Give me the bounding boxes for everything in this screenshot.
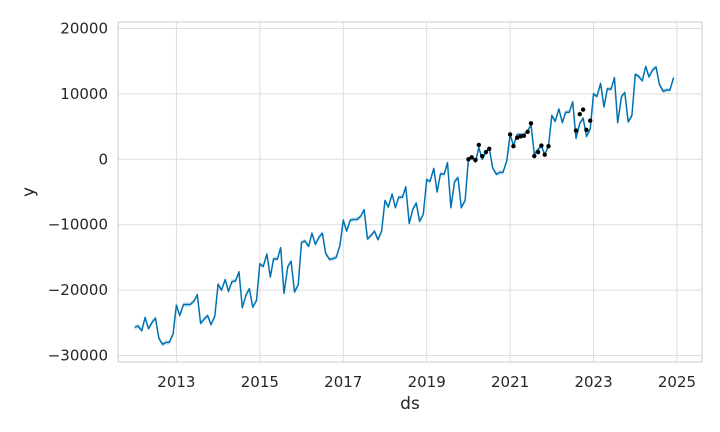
- x-gridlines: [175, 22, 678, 362]
- x-tick-label: 2023: [574, 373, 612, 391]
- observed-point: [580, 107, 586, 112]
- observed-point: [535, 149, 541, 155]
- observed-point: [473, 157, 478, 163]
- x-tick-label: 2021: [491, 373, 529, 391]
- y-tick-label: 10000: [60, 85, 108, 103]
- observed-point: [518, 134, 523, 139]
- x-tick-label: 2013: [157, 373, 195, 391]
- plot-frame: [117, 21, 703, 363]
- y-tick-labels: −30000 −20000 −10000 0 10000 20000: [48, 20, 108, 365]
- observed-point: [588, 118, 593, 123]
- observed-point: [521, 133, 527, 138]
- observed-point: [584, 127, 589, 133]
- observed-points: [466, 107, 593, 163]
- observed-point: [525, 129, 530, 135]
- observed-point: [483, 149, 489, 155]
- x-tick-label: 2015: [241, 373, 279, 391]
- y-tick-label: −10000: [48, 216, 108, 234]
- y-axis-label: y: [19, 187, 39, 197]
- y-tick-label: 0: [98, 150, 108, 168]
- observed-point: [546, 144, 551, 149]
- x-axis-label: ds: [400, 394, 420, 414]
- observed-point: [528, 121, 534, 126]
- observed-point: [487, 146, 492, 152]
- observed-point: [511, 144, 516, 149]
- x-tick-label: 2025: [658, 373, 696, 391]
- observed-point: [507, 132, 513, 137]
- plot-area: [118, 22, 702, 362]
- forecast-line: [134, 65, 675, 346]
- observed-point: [539, 143, 544, 148]
- y-gridlines: [118, 28, 702, 356]
- observed-point: [476, 142, 482, 148]
- observed-point: [532, 153, 537, 159]
- observed-point: [577, 111, 582, 117]
- observed-point: [469, 155, 474, 160]
- observed-point: [479, 153, 485, 159]
- observed-point: [466, 157, 471, 162]
- observed-point: [515, 135, 520, 140]
- y-tick-label: −30000: [48, 346, 108, 364]
- x-tick-labels: 2013 2015 2017 2019 2021 2023 2025: [157, 373, 696, 391]
- x-tick-label: 2017: [324, 373, 362, 391]
- x-tick-label: 2019: [408, 373, 446, 391]
- y-tick-label: 20000: [60, 20, 108, 38]
- observed-point: [542, 152, 547, 157]
- y-tick-label: −20000: [48, 281, 108, 299]
- forecast-series: [134, 65, 675, 346]
- observed-point: [573, 128, 579, 133]
